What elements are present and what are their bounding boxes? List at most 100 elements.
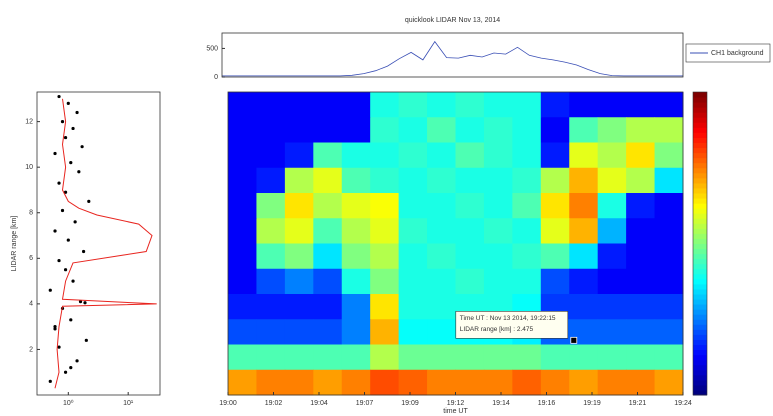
heatmap-cell (512, 92, 542, 118)
heatmap-cell (228, 218, 257, 244)
profile-dot (53, 151, 57, 156)
heatmap-cell (313, 319, 343, 345)
colorbar-segment (693, 198, 707, 204)
profile-dot (69, 318, 73, 322)
heatmap-cell (398, 142, 428, 169)
heatmap-cell (654, 117, 684, 143)
heatmap-cell (228, 193, 257, 219)
x-tick-label: 19:16 (538, 400, 556, 407)
colorbar-segment (693, 268, 707, 275)
colorbar-segment (693, 147, 707, 154)
heatmap-cell (313, 294, 343, 320)
colorbar-segment (693, 248, 707, 255)
heatmap-cell (540, 142, 570, 169)
colorbar-segment (693, 213, 707, 219)
colorbar-box (692, 91, 708, 396)
heatmap-cell (284, 319, 314, 345)
colorbar-segment (693, 97, 707, 103)
plot-area (48, 94, 157, 389)
colorbar-segment (693, 334, 707, 340)
heatmap-cell (626, 294, 656, 320)
heatmap-cell (341, 167, 371, 194)
heatmap-cell (569, 344, 599, 371)
colorbar-segment (693, 112, 707, 118)
heatmap-cell (284, 193, 314, 219)
x-tick-label: 19:12 (447, 400, 465, 407)
heatmap-cell (597, 294, 627, 320)
heatmap-cell (540, 218, 570, 244)
profile-dot (57, 94, 61, 99)
heatmap-cell (597, 243, 627, 270)
heatmap-cell (483, 117, 513, 143)
profile-line (54, 98, 157, 389)
heatmap-cell (284, 344, 314, 371)
heatmap-cell (427, 268, 456, 295)
heatmap-cell (512, 243, 542, 270)
colorbar-segment (693, 233, 707, 239)
colorbar-segment (693, 374, 707, 381)
heatmap-cell (398, 268, 428, 295)
heatmap-cell (256, 369, 286, 396)
profile-dot (75, 110, 79, 115)
heatmap-cell (626, 243, 656, 270)
heatmap-cell (398, 92, 428, 118)
heatmap-cell (626, 167, 656, 194)
heatmap-cell (427, 243, 456, 270)
colorbar-segment (693, 117, 707, 123)
profile-dot (73, 220, 77, 224)
profile-dot (81, 249, 86, 254)
heatmap-cell (370, 369, 400, 396)
heatmap-cell (597, 319, 627, 345)
colorbar-segment (693, 369, 707, 376)
profile-dot (80, 145, 84, 149)
heatmap-cell (427, 92, 456, 118)
heatmap-cell (654, 268, 684, 295)
heatmap-cell (569, 268, 599, 295)
colorbar-segment (693, 309, 707, 315)
heatmap-cell (313, 218, 343, 244)
heatmap-cell (569, 218, 599, 244)
heatmap-cell (597, 142, 627, 169)
axes-box (227, 91, 684, 396)
heatmap-cell (597, 268, 627, 295)
heatmap-cell (228, 167, 257, 194)
heatmap-cell (540, 268, 570, 295)
heatmap-cell (626, 117, 656, 143)
colorbar-segment (693, 354, 707, 361)
heatmap-cell (626, 344, 656, 371)
heatmap-cell (540, 92, 570, 118)
tooltip-text: LIDAR range [km] : 2.475 (460, 326, 534, 333)
heatmap-cell (370, 142, 400, 169)
heatmap-cell (370, 268, 400, 295)
heatmap-cell (483, 218, 513, 244)
profile-dot (63, 190, 68, 194)
heatmap-cell (284, 92, 314, 118)
heatmap-cell (341, 344, 371, 371)
colorbar-segment (693, 253, 707, 260)
profile-dot (53, 325, 57, 329)
y-tick-label: 2 (29, 346, 33, 353)
heatmap-cell (313, 268, 343, 295)
heatmap-cell (228, 268, 257, 295)
heatmap-cell (256, 268, 286, 295)
y-tick-label: 10 (25, 164, 33, 171)
heatmap-cell (256, 142, 286, 169)
heatmap-cell (313, 243, 343, 270)
colorbar-segment (693, 258, 707, 265)
colorbar-segment (693, 278, 707, 285)
heatmap-cell (398, 167, 428, 194)
heatmap-cell (341, 218, 371, 244)
heatmap-cell (654, 167, 684, 194)
y-axis-label: LIDAR range [km] (11, 216, 18, 272)
heatmap-cell (483, 344, 513, 371)
heatmap-cell (341, 369, 371, 396)
tooltip-marker (570, 336, 578, 344)
colorbar-segment (693, 127, 707, 133)
colorbar-segment (693, 344, 707, 351)
colorbar-segment (693, 142, 707, 149)
x-tick-label: 19:24 (674, 400, 692, 407)
heatmap-cell (569, 117, 599, 143)
heatmap-cell (256, 167, 286, 194)
colorbar-segment (693, 193, 707, 199)
profile-dot (60, 120, 65, 124)
